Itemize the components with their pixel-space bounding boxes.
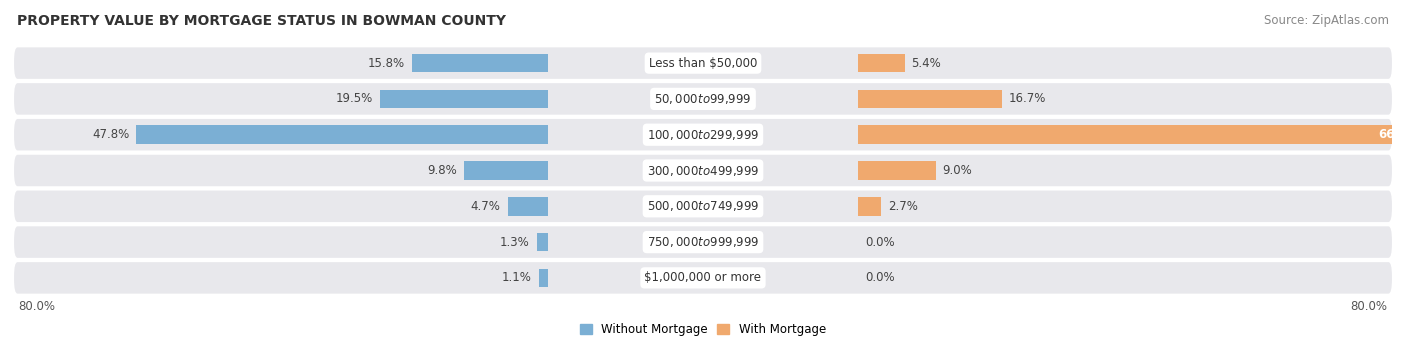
Bar <box>508 197 548 216</box>
Text: 80.0%: 80.0% <box>1351 300 1388 313</box>
Bar <box>858 90 1002 108</box>
Text: 80.0%: 80.0% <box>18 300 55 313</box>
Text: 16.7%: 16.7% <box>1008 92 1046 105</box>
FancyBboxPatch shape <box>14 47 1392 79</box>
FancyBboxPatch shape <box>14 155 1392 186</box>
Text: 1.1%: 1.1% <box>502 271 531 284</box>
Legend: Without Mortgage, With Mortgage: Without Mortgage, With Mortgage <box>575 318 831 341</box>
Bar <box>538 269 548 287</box>
Text: PROPERTY VALUE BY MORTGAGE STATUS IN BOWMAN COUNTY: PROPERTY VALUE BY MORTGAGE STATUS IN BOW… <box>17 14 506 28</box>
Text: 1.3%: 1.3% <box>501 236 530 249</box>
FancyBboxPatch shape <box>14 119 1392 150</box>
Text: 5.4%: 5.4% <box>911 57 941 70</box>
Bar <box>136 125 548 144</box>
FancyBboxPatch shape <box>14 191 1392 222</box>
Text: $300,000 to $499,999: $300,000 to $499,999 <box>647 163 759 178</box>
Text: 4.7%: 4.7% <box>471 200 501 213</box>
Bar <box>537 233 548 251</box>
Bar <box>380 90 548 108</box>
Text: $750,000 to $999,999: $750,000 to $999,999 <box>647 235 759 249</box>
Text: Source: ZipAtlas.com: Source: ZipAtlas.com <box>1264 14 1389 27</box>
Text: $1,000,000 or more: $1,000,000 or more <box>644 271 762 284</box>
FancyBboxPatch shape <box>14 83 1392 115</box>
Text: $500,000 to $749,999: $500,000 to $749,999 <box>647 199 759 213</box>
FancyBboxPatch shape <box>14 262 1392 294</box>
Bar <box>412 54 548 72</box>
Bar <box>858 197 882 216</box>
Text: 0.0%: 0.0% <box>865 236 894 249</box>
Text: 2.7%: 2.7% <box>889 200 918 213</box>
Text: $50,000 to $99,999: $50,000 to $99,999 <box>654 92 752 106</box>
Text: $100,000 to $299,999: $100,000 to $299,999 <box>647 128 759 142</box>
Bar <box>858 54 904 72</box>
Text: 66.2%: 66.2% <box>1378 128 1406 141</box>
Text: 9.8%: 9.8% <box>427 164 457 177</box>
Text: 0.0%: 0.0% <box>865 271 894 284</box>
Bar <box>858 125 1406 144</box>
FancyBboxPatch shape <box>14 226 1392 258</box>
Text: Less than $50,000: Less than $50,000 <box>648 57 758 70</box>
Bar <box>464 161 548 180</box>
Text: 15.8%: 15.8% <box>368 57 405 70</box>
Text: 19.5%: 19.5% <box>336 92 373 105</box>
Text: 47.8%: 47.8% <box>93 128 129 141</box>
Text: 9.0%: 9.0% <box>942 164 972 177</box>
Bar <box>858 161 935 180</box>
